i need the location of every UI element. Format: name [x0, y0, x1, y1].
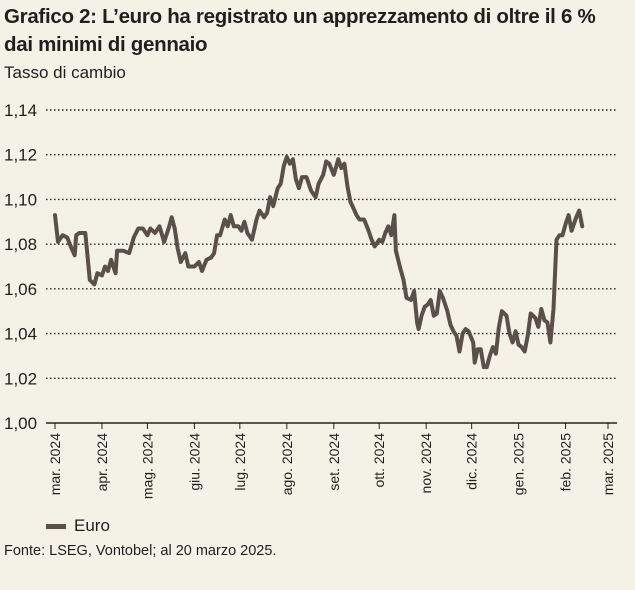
x-tick-label: mag. 2024: [139, 433, 155, 499]
y-tick-label: 1,12: [4, 146, 37, 165]
y-tick-label: 1,08: [4, 235, 37, 254]
x-tick-label: giu. 2024: [186, 433, 202, 491]
x-tick-label: dic. 2024: [464, 433, 480, 490]
y-tick-label: 1,04: [4, 325, 37, 344]
y-tick-labels: 1,14 1,12 1,10 1,08 1,06 1,04 1,02 1,00: [4, 101, 37, 433]
x-tick-label: gen. 2025: [511, 433, 527, 495]
y-tick-label: 1,14: [4, 101, 37, 120]
y-tick-label: 1,02: [4, 369, 37, 388]
series-layer: [53, 154, 585, 370]
legend-label: Euro: [74, 516, 110, 535]
x-tick-label: nov. 2024: [418, 433, 434, 494]
gridlines: [46, 109, 617, 424]
x-tick-label: lug. 2024: [232, 433, 248, 491]
x-tick-label: apr. 2024: [94, 433, 110, 492]
x-tick-label: mar. 2024: [47, 433, 63, 495]
x-tick-label: set. 2024: [326, 433, 342, 491]
source-note: Fonte: LSEG, Vontobel; al 20 marzo 2025.: [4, 543, 277, 559]
x-tick-label: ott. 2024: [371, 433, 387, 488]
legend-swatch: [46, 523, 66, 529]
series-line-euro: [53, 154, 585, 370]
x-tick-label: feb. 2025: [558, 433, 574, 492]
legend: Euro: [46, 515, 110, 537]
x-tick-label: ago. 2024: [279, 433, 295, 495]
chart-title: Grafico 2: L’euro ha registrato un appre…: [4, 5, 596, 56]
y-tick-label: 1,00: [4, 414, 37, 433]
y-axis-label: Tasso di cambio: [4, 63, 126, 82]
x-tick-labels: mar. 2024 apr. 2024 mag. 2024 giu. 2024 lug.…: [47, 423, 616, 499]
y-tick-label: 1,10: [4, 190, 37, 209]
y-tick-label: 1,06: [4, 280, 37, 299]
x-tick-label: mar. 2025: [600, 433, 616, 495]
